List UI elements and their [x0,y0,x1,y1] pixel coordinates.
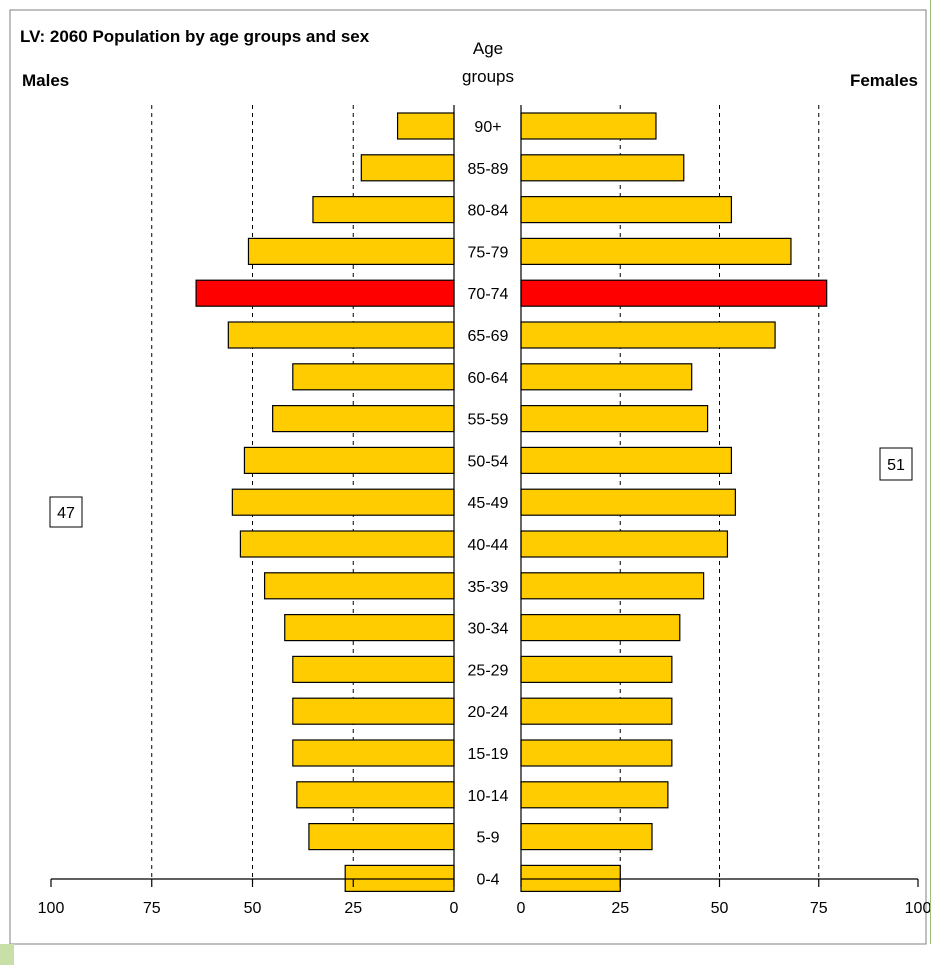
age-group-label: 75-79 [468,244,509,261]
age-group-label: 15-19 [468,746,509,763]
age-group-label: 30-34 [468,621,509,638]
age-group-label: 65-69 [468,328,509,345]
chart-border [9,9,927,945]
bar-male-45-49 [231,488,455,516]
bar-male-35-39 [263,572,455,600]
male-total-value: 47 [57,505,75,522]
bar-female-60-64 [520,363,693,391]
bar-female-25-29 [520,655,673,684]
bar-male-80-84 [312,196,455,224]
age-group-label: 25-29 [468,662,509,679]
bar-male-60-64 [292,363,455,391]
age-group-label: 35-39 [468,579,509,596]
age-groups-label-line1: Age [473,39,503,58]
tick-label-female: 50 [711,900,729,917]
female-total-box-frame [879,447,913,481]
bar-female-35-39 [520,572,705,600]
age-group-label: 90+ [474,119,501,136]
bar-male-30-34 [284,613,455,642]
bar-male-40-44 [239,530,455,558]
age-group-label: 60-64 [468,370,509,387]
bar-male-50-54 [243,446,455,474]
age-group-label: 80-84 [468,203,509,220]
age-group-label: 50-54 [468,453,509,470]
bar-male-70-74 [195,279,455,307]
age-group-label: 40-44 [468,537,509,554]
bar-female-40-44 [520,530,729,558]
female-total-value: 51 [887,457,905,474]
bar-female-10-14 [520,781,669,809]
bars-group [195,112,828,893]
bar-female-20-24 [520,697,673,725]
bar-female-55-59 [520,405,709,433]
chart-title: LV: 2060 Population by age groups and se… [20,27,370,46]
tick-label-male: 75 [143,900,161,917]
tick-label-male: 0 [450,900,459,917]
age-group-label: 45-49 [468,495,509,512]
bar-male-75-79 [247,237,455,265]
age-group-label: 20-24 [468,704,509,721]
tick-label-male: 100 [38,900,65,917]
bar-male-90+ [396,112,455,140]
age-group-label: 0-4 [476,871,499,888]
male-total-box-frame [49,496,83,528]
males-label: Males [22,71,69,90]
window-edge [930,0,931,944]
age-group-label: 70-74 [468,286,509,303]
bar-male-15-19 [292,739,455,767]
tick-label-female: 25 [611,900,629,917]
age-group-label: 10-14 [468,788,509,805]
tick-label-female: 75 [810,900,828,917]
bar-female-85-89 [520,154,685,182]
bar-female-65-69 [520,321,776,349]
bar-male-20-24 [292,697,455,725]
female-total-box: 51 [879,447,913,481]
window-corner [0,944,14,965]
tick-label-female: 100 [905,900,932,917]
bar-female-90+ [520,112,657,140]
age-group-label: 85-89 [468,161,509,178]
age-group-label: 5-9 [476,830,499,847]
tick-label-male: 25 [344,900,362,917]
bar-male-85-89 [360,154,455,182]
bar-male-5-9 [308,822,455,851]
age-groups-label-line2: groups [462,67,514,86]
age-group-labels: 90+ 85-89 80-84 75-79 70-74 65-69 60-64 55-59 50… [468,119,509,888]
females-label: Females [850,71,918,90]
age-group-label: 55-59 [468,412,509,429]
bar-female-30-34 [520,613,681,642]
bar-male-10-14 [296,781,455,809]
axes-group: 100 75 50 25 0 0 25 50 75 100 [38,105,932,917]
bar-female-5-9 [520,822,653,851]
tick-label-female: 0 [517,900,526,917]
bar-female-15-19 [520,739,673,767]
bar-female-70-74 [520,279,828,307]
bar-female-80-84 [520,196,733,224]
bar-female-50-54 [520,446,733,474]
male-total-box: 47 [49,496,83,528]
bar-male-65-69 [227,321,455,349]
tick-label-male: 50 [244,900,262,917]
bar-female-45-49 [520,488,736,516]
bar-female-75-79 [520,237,792,265]
bar-male-55-59 [272,405,455,433]
bar-male-25-29 [292,655,455,684]
